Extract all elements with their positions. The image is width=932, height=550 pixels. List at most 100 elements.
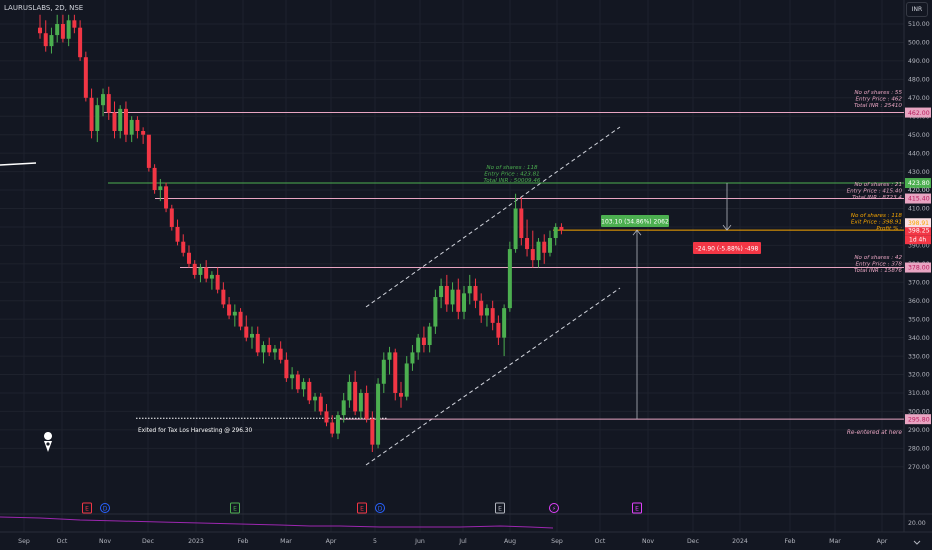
- event-label: D: [378, 506, 383, 513]
- y-tick-label: 350.00: [908, 316, 930, 323]
- annotation-entry-423: Total INR : 50009.46: [484, 178, 541, 184]
- x-tick-label: Oct: [595, 538, 606, 545]
- indicator-line: [0, 516, 554, 529]
- candle-body: [450, 289, 455, 305]
- candle-body: [169, 208, 174, 227]
- event-label: E: [498, 506, 502, 513]
- event-earnings-icon: [82, 502, 92, 514]
- y-tick-label: 480.00: [908, 77, 930, 84]
- candle-body: [158, 186, 163, 191]
- y-tick-label: 390.00: [908, 243, 930, 250]
- event-label: E: [635, 506, 639, 513]
- y-tick-label: 310.00: [908, 390, 930, 397]
- candle-body: [513, 208, 518, 250]
- candle-body: [542, 241, 547, 253]
- candle-body: [152, 167, 157, 191]
- candle-body: [278, 348, 283, 360]
- candle-body: [536, 241, 541, 261]
- candle-body: [301, 381, 306, 390]
- horizontal-levels[interactable]: [104, 112, 904, 420]
- candle-body: [83, 57, 88, 98]
- price-label: 398.25: [908, 227, 930, 234]
- y-tick-label: 300.00: [908, 409, 930, 416]
- x-tick-label: Sep: [18, 538, 30, 545]
- annotation-entry-378: No of shares : 42: [854, 255, 902, 261]
- reentered-label: Re-entered at here: [847, 430, 903, 436]
- channel-lower: [365, 287, 621, 466]
- y-tick-label: 470.00: [908, 95, 930, 102]
- gain-box-label: 103.10 (34.86%) 2062: [601, 219, 669, 226]
- y-tick-label: 280.00: [908, 446, 930, 453]
- currency-button[interactable]: INR: [906, 2, 928, 17]
- candle-body: [101, 94, 106, 106]
- time-axis[interactable]: Sep Oct Nov Dec 2023 Feb Mar Apr 5 Jun Jul Aug Sep Oc…: [0, 531, 932, 549]
- events-row[interactable]: E D E E D E ⚡ E: [82, 502, 642, 514]
- candle-body: [118, 108, 123, 132]
- x-tick-label: Mar: [280, 538, 292, 545]
- x-tick-label: 2023: [188, 538, 204, 545]
- faded-label: 398.91: [908, 220, 929, 227]
- annotation-entry-378: Total INR : 15876: [854, 268, 902, 274]
- event-split-icon: [549, 503, 559, 513]
- x-tick-label: Sep: [551, 538, 563, 545]
- candle-body: [106, 94, 111, 113]
- candle-body: [238, 311, 243, 327]
- candle-body: [525, 238, 530, 250]
- candle-body: [123, 108, 128, 135]
- price-axis[interactable]: 270.00 280.00 290.00 300.00 310.00 320.00 330.…: [905, 21, 931, 471]
- candle-body: [209, 274, 214, 279]
- candle-body: [553, 226, 558, 239]
- annotation-entry-423: Entry Price : 423.81: [484, 172, 539, 178]
- event-label: D: [103, 506, 108, 513]
- candle-body: [547, 238, 552, 253]
- event-label: ⚡: [552, 506, 556, 513]
- candle-body: [307, 381, 312, 401]
- y-tick-label: 370.00: [908, 279, 930, 286]
- event-earnings-icon: [632, 502, 642, 514]
- candle-body: [284, 359, 289, 379]
- annotation-entry-415: No of shares : 21: [854, 182, 902, 188]
- candle-body: [78, 27, 83, 58]
- candles: [38, 14, 564, 453]
- candle-body: [559, 226, 564, 231]
- candle-body: [215, 274, 220, 290]
- faded-label-bg: [905, 218, 931, 228]
- x-tick-label: 2024: [732, 538, 748, 545]
- location-pin-icon: [44, 432, 53, 452]
- price-label: 423.80: [908, 180, 930, 187]
- event-dividend-icon: [100, 503, 110, 513]
- countdown-bg: [905, 235, 931, 245]
- candle-body: [490, 308, 495, 323]
- candle-body: [324, 411, 329, 423]
- y-tick-label: 430.00: [908, 169, 930, 176]
- candle-body: [439, 285, 444, 298]
- candle-body: [530, 249, 535, 261]
- y-tick-label: 320.00: [908, 372, 930, 379]
- candle-body: [49, 35, 54, 47]
- trend-channel[interactable]: [365, 126, 621, 466]
- candle-body: [141, 131, 146, 135]
- candle-body: [290, 374, 295, 379]
- location-pin-dot: [46, 442, 50, 446]
- event-earnings-icon: [230, 502, 240, 514]
- candle-body: [358, 392, 363, 412]
- candle-body: [484, 308, 489, 316]
- candle-body: [267, 345, 272, 353]
- candle-body: [473, 285, 478, 301]
- annotation-entry-462: No of shares : 55: [854, 90, 902, 96]
- annotation-entry-415: Total INR : 8723.4: [852, 195, 902, 201]
- price-label: 420.00: [908, 187, 930, 194]
- price-label-bg: [905, 262, 931, 273]
- x-tick-label: 5: [373, 538, 377, 545]
- annotation-exit: No of shares : 118: [851, 213, 903, 219]
- candle-body: [502, 308, 507, 338]
- y-tick-label: 330.00: [908, 353, 930, 360]
- event-label: E: [360, 506, 364, 513]
- drawing-line: [0, 162, 37, 166]
- candle-body: [164, 186, 169, 209]
- price-label: 415.40: [908, 196, 930, 203]
- candle-body: [261, 345, 266, 353]
- price-label: 295.80: [908, 416, 930, 423]
- misc: [0, 162, 53, 452]
